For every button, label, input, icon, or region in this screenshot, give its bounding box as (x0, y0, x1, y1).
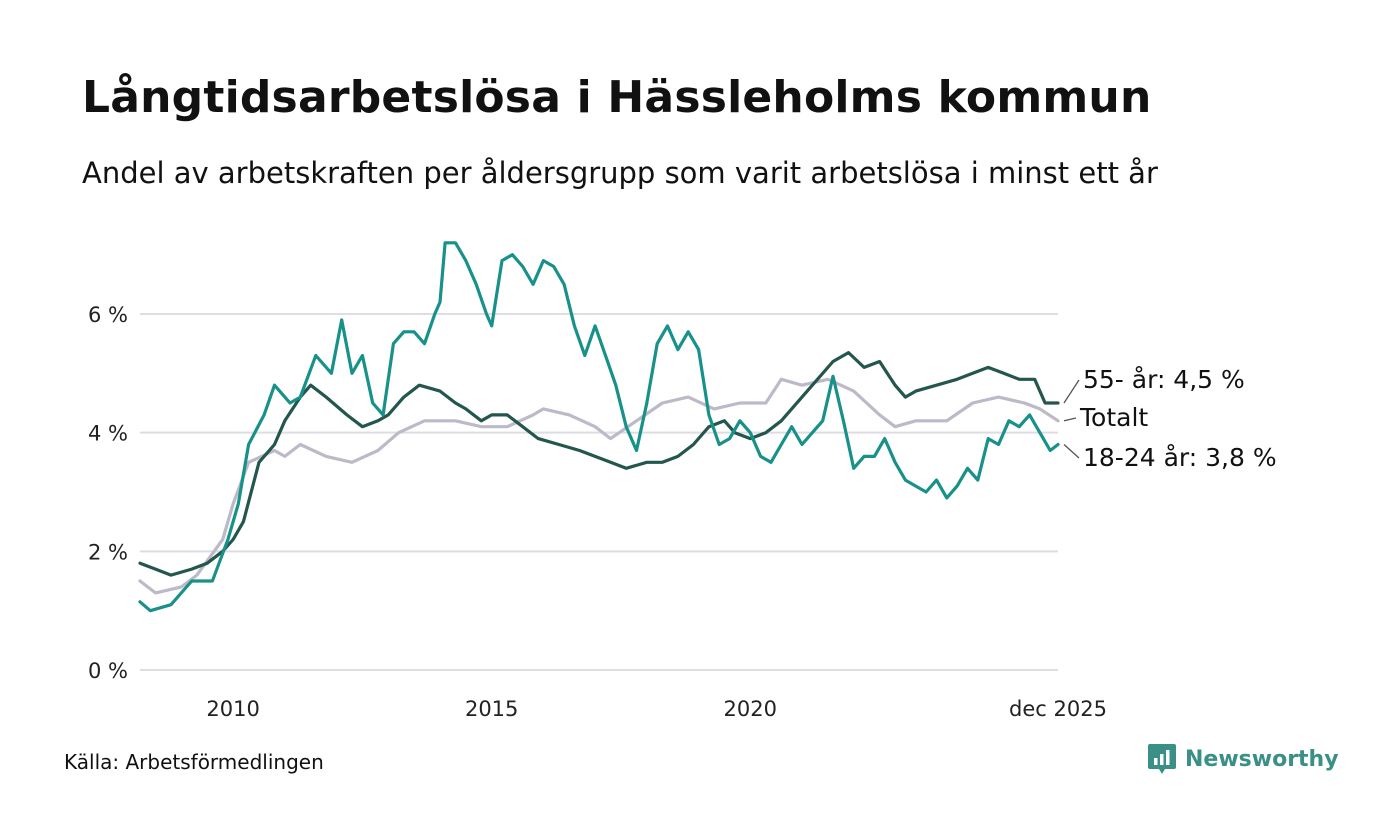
series-line-1 (138, 351, 1060, 577)
end-label-leader (1063, 417, 1077, 422)
chart-title: Långtidsarbetslösa i Hässleholms kommun (82, 72, 1152, 123)
series-line-2 (138, 241, 1060, 613)
chart-subtitle: Andel av arbetskraften per åldersgrupp s… (82, 156, 1158, 190)
y-tick-label: 2 % (88, 540, 128, 564)
newsworthy-logo-icon (1148, 744, 1176, 774)
end-label-leader (1063, 379, 1080, 404)
source-note: Källa: Arbetsförmedlingen (64, 750, 324, 774)
x-tick-label: 2020 (724, 697, 777, 721)
end-label: 55- år: 4,5 % (1083, 365, 1245, 394)
y-tick-label: 4 % (88, 422, 128, 446)
newsworthy-logo[interactable]: Newsworthy (1147, 742, 1339, 776)
end-label: Totalt (1079, 403, 1148, 432)
newsworthy-logo-text: Newsworthy (1185, 746, 1339, 772)
end-labels: Totalt 55- år: 4,5 % 18-24 år: 3,8 % (1063, 365, 1277, 472)
y-tick-label: 0 % (88, 659, 128, 683)
x-tick-label: 2010 (206, 697, 259, 721)
y-axis-tick-labels: 0 % 2 % 4 % 6 % (88, 303, 128, 683)
x-tick-label: 2015 (465, 697, 518, 721)
series-lines (138, 241, 1060, 613)
end-label-leader (1063, 444, 1080, 459)
grid-lines (140, 313, 1058, 671)
x-tick-label: dec 2025 (1009, 697, 1107, 721)
y-tick-label: 6 % (88, 303, 128, 327)
series-line-0 (138, 377, 1060, 595)
x-axis-tick-labels: 2010 2015 2020 dec 2025 (206, 697, 1107, 721)
end-label: 18-24 år: 3,8 % (1083, 443, 1277, 472)
